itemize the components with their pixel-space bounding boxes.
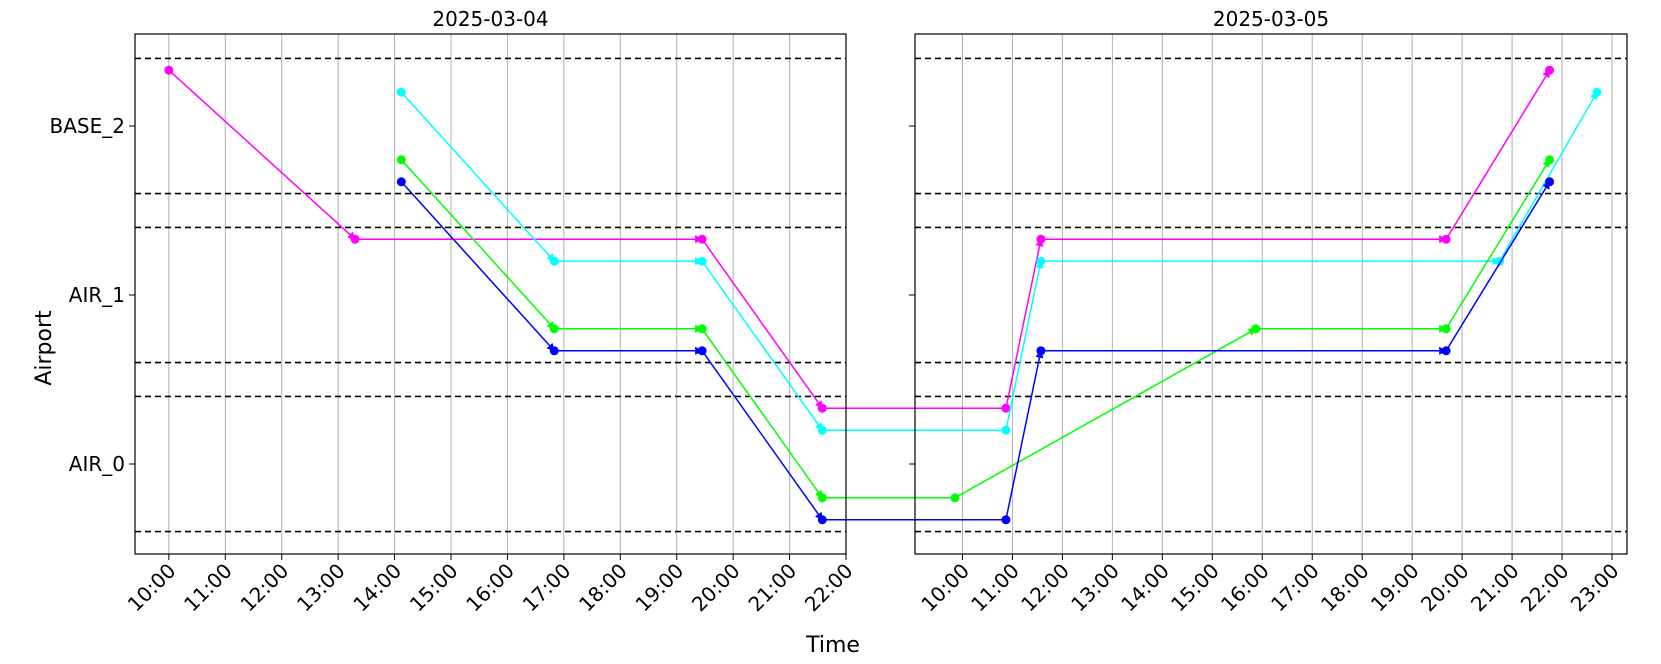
x-tick-label: 18:00 bbox=[574, 559, 632, 617]
data-point bbox=[549, 346, 559, 356]
series-segment bbox=[1005, 238, 1044, 409]
series-segment bbox=[701, 328, 823, 499]
x-tick-label: 15:00 bbox=[405, 559, 463, 617]
data-point bbox=[1036, 234, 1046, 244]
data-point bbox=[396, 155, 406, 165]
series-segment bbox=[1445, 158, 1551, 330]
panel-title: 2025-03-04 bbox=[432, 7, 548, 31]
series-segment bbox=[400, 181, 555, 352]
x-tick-label: 15:00 bbox=[1166, 559, 1224, 617]
x-tick-label: 16:00 bbox=[1216, 559, 1274, 617]
x-tick-label: 17:00 bbox=[518, 559, 576, 617]
data-point bbox=[950, 493, 960, 503]
series-segment bbox=[954, 328, 1257, 499]
data-point bbox=[697, 346, 707, 356]
data-point bbox=[350, 234, 360, 244]
data-point bbox=[817, 515, 827, 525]
panel-frame bbox=[134, 33, 847, 555]
x-tick-label: 19:00 bbox=[1366, 559, 1424, 617]
x-tick-label: 22:00 bbox=[800, 559, 858, 617]
panel-title: 2025-03-05 bbox=[1213, 7, 1329, 31]
data-point bbox=[817, 425, 827, 435]
x-tick-label: 12:00 bbox=[1016, 559, 1074, 617]
panel-frame bbox=[914, 33, 1628, 555]
y-axis-label: Airport bbox=[32, 310, 57, 386]
data-point bbox=[1545, 177, 1555, 187]
y-tick-label: BASE_2 bbox=[50, 114, 125, 138]
x-tick-label: 23:00 bbox=[1566, 559, 1624, 617]
x-tick-label: 17:00 bbox=[1266, 559, 1324, 617]
data-point bbox=[1036, 346, 1046, 356]
x-tick-label: 14:00 bbox=[348, 559, 406, 617]
y-tick-label: AIR_1 bbox=[69, 283, 125, 307]
data-point bbox=[817, 403, 827, 413]
data-point bbox=[549, 256, 559, 266]
data-point bbox=[817, 493, 827, 503]
data-point bbox=[1441, 346, 1451, 356]
data-point bbox=[1251, 324, 1261, 334]
series-segment bbox=[400, 159, 555, 330]
x-tick-label: 11:00 bbox=[179, 559, 237, 617]
x-tick-label: 16:00 bbox=[461, 559, 519, 617]
data-point bbox=[1001, 403, 1011, 413]
x-tick-label: 21:00 bbox=[743, 559, 801, 617]
data-point bbox=[1001, 515, 1011, 525]
data-point bbox=[396, 87, 406, 97]
x-tick-label: 13:00 bbox=[292, 559, 350, 617]
series-segment bbox=[400, 91, 555, 262]
data-point bbox=[1545, 65, 1555, 75]
y-tick-label: AIR_0 bbox=[69, 452, 125, 476]
x-tick-label: 19:00 bbox=[631, 559, 689, 617]
series-segment bbox=[1445, 69, 1551, 240]
series-segment bbox=[701, 238, 823, 410]
data-point bbox=[164, 65, 174, 75]
series-segment bbox=[168, 69, 356, 240]
series-segment bbox=[1445, 180, 1551, 352]
x-axis-label: Time bbox=[805, 633, 860, 658]
x-tick-label: 10:00 bbox=[123, 559, 181, 617]
x-tick-label: 20:00 bbox=[1416, 559, 1474, 617]
data-point bbox=[1592, 87, 1602, 97]
series-segment bbox=[1005, 349, 1044, 520]
x-tick-label: 12:00 bbox=[236, 559, 294, 617]
series-segment bbox=[701, 260, 823, 432]
data-point bbox=[697, 256, 707, 266]
data-point bbox=[1545, 155, 1555, 165]
x-tick-label: 14:00 bbox=[1116, 559, 1174, 617]
data-point bbox=[1036, 256, 1046, 266]
x-tick-label: 22:00 bbox=[1516, 559, 1574, 617]
x-tick-label: 21:00 bbox=[1466, 559, 1524, 617]
x-tick-label: 11:00 bbox=[966, 559, 1024, 617]
series-segment bbox=[1005, 260, 1044, 431]
data-point bbox=[697, 234, 707, 244]
data-point bbox=[1441, 324, 1451, 334]
data-point bbox=[1001, 425, 1011, 435]
data-point bbox=[1441, 234, 1451, 244]
data-point bbox=[697, 324, 707, 334]
series-segment bbox=[1498, 91, 1598, 262]
series-segment bbox=[701, 350, 823, 521]
x-tick-label: 10:00 bbox=[916, 559, 974, 617]
x-tick-label: 20:00 bbox=[687, 559, 745, 617]
data-point bbox=[549, 324, 559, 334]
data-point bbox=[396, 177, 406, 187]
x-tick-label: 18:00 bbox=[1316, 559, 1374, 617]
x-tick-label: 13:00 bbox=[1066, 559, 1124, 617]
